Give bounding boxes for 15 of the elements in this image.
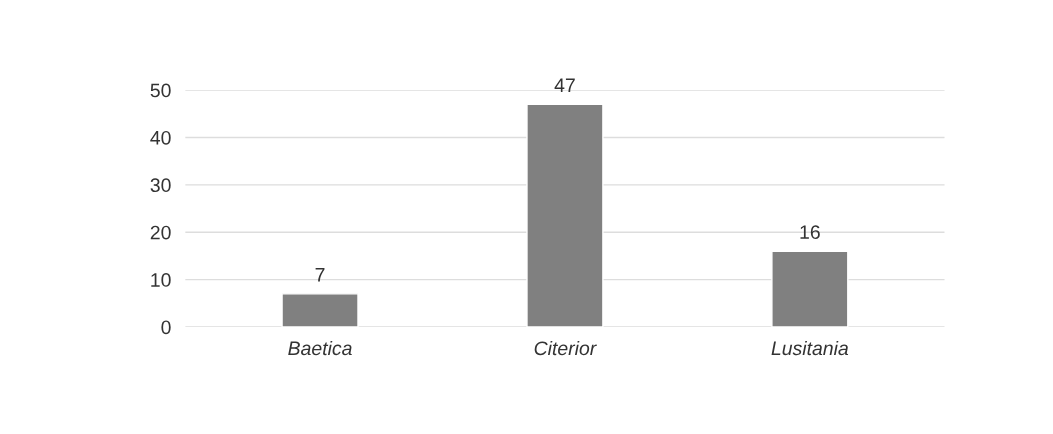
y-tick-label: 30 xyxy=(150,178,171,193)
x-tick-label: Baetica xyxy=(288,340,352,356)
data-label: 16 xyxy=(800,225,820,240)
y-tick-label: 40 xyxy=(150,130,171,145)
data-label: 47 xyxy=(554,78,575,92)
y-tick-label: 10 xyxy=(151,273,171,287)
x-tick-label: Lusitania xyxy=(771,340,849,356)
y-tick-label: 50 xyxy=(150,83,171,98)
bar xyxy=(281,293,359,328)
x-tick-label: Citerior xyxy=(534,340,597,356)
y-tick-label: 20 xyxy=(150,225,171,240)
bar xyxy=(771,250,849,328)
bar xyxy=(526,103,604,328)
data-label: 7 xyxy=(315,268,325,282)
y-tick-label: 0 xyxy=(161,320,171,335)
